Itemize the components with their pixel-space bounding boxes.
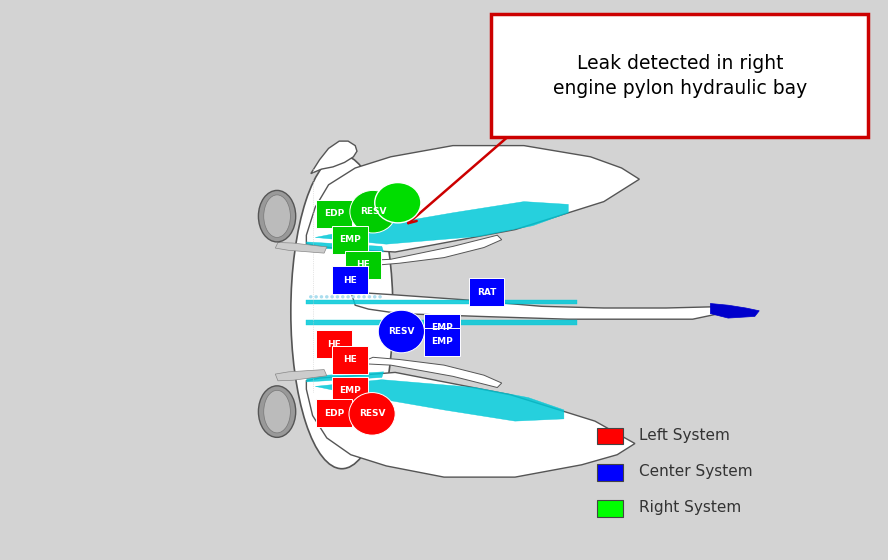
Ellipse shape <box>378 310 424 353</box>
Ellipse shape <box>314 295 318 298</box>
FancyBboxPatch shape <box>597 501 623 517</box>
Ellipse shape <box>352 295 355 298</box>
Ellipse shape <box>373 295 377 298</box>
FancyBboxPatch shape <box>491 14 868 137</box>
Ellipse shape <box>336 295 339 298</box>
Ellipse shape <box>258 190 296 242</box>
FancyBboxPatch shape <box>424 314 460 342</box>
Polygon shape <box>306 372 384 382</box>
Polygon shape <box>306 146 639 252</box>
Text: Center System: Center System <box>639 464 753 479</box>
Ellipse shape <box>309 295 313 298</box>
Text: EMP: EMP <box>339 386 361 395</box>
Polygon shape <box>710 304 759 318</box>
Ellipse shape <box>320 295 323 298</box>
Polygon shape <box>306 320 577 325</box>
Text: HE: HE <box>356 260 370 269</box>
Ellipse shape <box>325 295 329 298</box>
Polygon shape <box>351 291 728 319</box>
Polygon shape <box>315 380 564 421</box>
Ellipse shape <box>349 393 395 435</box>
Ellipse shape <box>341 295 345 298</box>
FancyBboxPatch shape <box>345 251 381 279</box>
Text: RESV: RESV <box>360 207 386 216</box>
Text: EMP: EMP <box>432 337 453 346</box>
Polygon shape <box>306 372 635 477</box>
FancyBboxPatch shape <box>469 278 504 306</box>
Ellipse shape <box>362 295 366 298</box>
FancyBboxPatch shape <box>597 464 623 480</box>
Text: HE: HE <box>343 276 357 284</box>
Text: RESV: RESV <box>388 327 415 336</box>
Polygon shape <box>364 357 502 388</box>
Text: Left System: Left System <box>639 428 730 442</box>
FancyBboxPatch shape <box>316 200 352 228</box>
FancyBboxPatch shape <box>332 226 368 254</box>
Text: EMP: EMP <box>339 235 361 244</box>
FancyBboxPatch shape <box>597 428 623 445</box>
Ellipse shape <box>346 295 350 298</box>
Text: EMP: EMP <box>432 323 453 332</box>
Polygon shape <box>306 300 577 304</box>
FancyBboxPatch shape <box>316 330 352 358</box>
Text: Right System: Right System <box>639 501 741 515</box>
Text: EDP: EDP <box>324 209 344 218</box>
Text: HE: HE <box>343 355 357 364</box>
Polygon shape <box>364 235 502 265</box>
Polygon shape <box>315 202 568 244</box>
FancyBboxPatch shape <box>332 346 368 374</box>
Text: RESV: RESV <box>359 409 385 418</box>
Ellipse shape <box>264 195 290 237</box>
Ellipse shape <box>378 295 382 298</box>
Polygon shape <box>311 141 357 174</box>
Text: RAT: RAT <box>477 288 496 297</box>
Ellipse shape <box>264 390 290 433</box>
Polygon shape <box>275 370 327 381</box>
Ellipse shape <box>368 295 371 298</box>
FancyBboxPatch shape <box>316 399 352 427</box>
Text: Leak detected in right
engine pylon hydraulic bay: Leak detected in right engine pylon hydr… <box>552 54 807 97</box>
Ellipse shape <box>350 190 396 233</box>
Polygon shape <box>306 242 384 252</box>
Ellipse shape <box>357 295 361 298</box>
Ellipse shape <box>258 386 296 437</box>
Ellipse shape <box>291 155 392 469</box>
Text: HE: HE <box>327 340 341 349</box>
Ellipse shape <box>330 295 334 298</box>
FancyBboxPatch shape <box>424 328 460 356</box>
Ellipse shape <box>375 183 421 223</box>
Polygon shape <box>275 242 327 253</box>
FancyBboxPatch shape <box>332 266 368 294</box>
Text: EDP: EDP <box>324 409 344 418</box>
FancyBboxPatch shape <box>332 377 368 405</box>
